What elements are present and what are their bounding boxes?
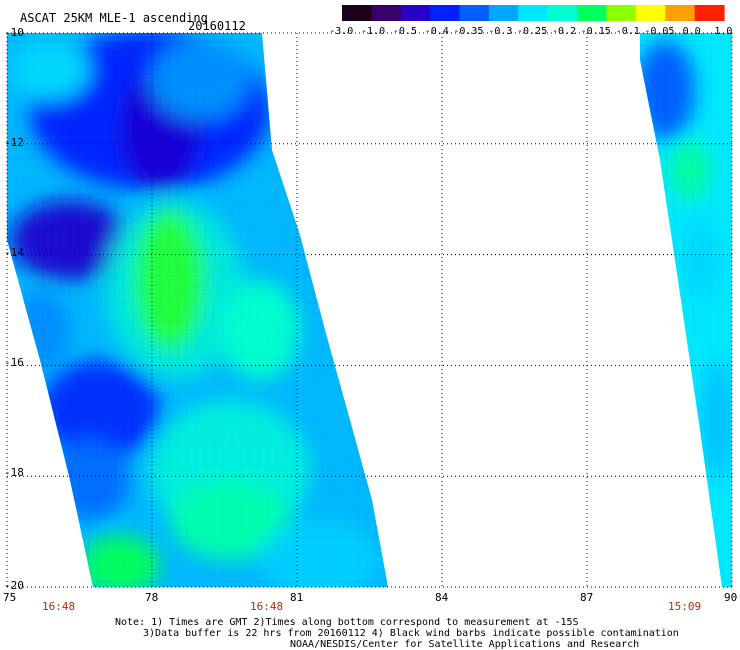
lat-label-20: -20 xyxy=(4,579,24,592)
lat-label-18: -18 xyxy=(4,466,24,479)
lon-label-81: 81 xyxy=(290,591,304,604)
colorbar-swatch xyxy=(606,5,637,21)
colorbar-swatch xyxy=(342,5,372,21)
colorbar-tick-label: -0.25 xyxy=(517,26,548,37)
lon-label-90: 90 xyxy=(724,591,738,604)
lon-label-78: 78 xyxy=(145,591,159,604)
lat-label-14: -14 xyxy=(4,246,24,259)
time-label-2: 16:48 xyxy=(250,600,284,613)
colorbar-tick-label: -0.15 xyxy=(580,26,611,37)
swath-right xyxy=(640,33,732,587)
time-label-1: 16:48 xyxy=(42,600,76,613)
note-line-3: NOAA/NESDIS/Center for Satellite Applica… xyxy=(290,639,640,650)
swath-left xyxy=(7,33,388,587)
lon-label-87: 87 xyxy=(580,591,594,604)
lat-label-16: -16 xyxy=(4,356,24,369)
time-label-3: 15:09 xyxy=(668,600,702,613)
colorbar-tick-label: 0.0 xyxy=(682,26,701,37)
colorbar-swatch xyxy=(547,5,578,21)
colorbar-tick-label: -0.1 xyxy=(615,26,640,37)
colorbar-swatch xyxy=(430,5,461,21)
colorbar-tick-label: -0.4 xyxy=(424,26,449,37)
colorbar-tick-label: -3.0 xyxy=(329,26,354,37)
colorbar-tick-label: -1.0 xyxy=(361,26,386,37)
note-line-1: Note: 1) Times are GMT 2)Times along bot… xyxy=(115,617,579,628)
map-date: 20160112 xyxy=(188,19,246,33)
colorbar-tick-label: -0.3 xyxy=(488,26,513,37)
colorbar-tick-label: -0.35 xyxy=(453,26,484,37)
colorbar-tick-label: -0.5 xyxy=(392,26,417,37)
colorbar-swatch xyxy=(459,5,490,21)
colorbar-swatch xyxy=(635,5,666,21)
colorbar xyxy=(342,5,725,21)
grid-lines xyxy=(6,32,733,588)
lat-label-10: -10 xyxy=(4,26,24,39)
colorbar-swatch xyxy=(665,5,696,21)
lon-label-75: 75 xyxy=(3,591,17,604)
colorbar-tick-label: -0.2 xyxy=(552,26,577,37)
lon-label-84: 84 xyxy=(435,591,449,604)
colorbar-tick-label: -0.05 xyxy=(644,26,675,37)
map-title: ASCAT 25KM MLE-1 ascending xyxy=(20,11,208,25)
colorbar-swatch xyxy=(694,5,725,21)
colorbar-swatch xyxy=(518,5,549,21)
colorbar-swatch xyxy=(577,5,608,21)
colorbar-swatch xyxy=(400,5,431,21)
note-line-2: 3)Data buffer is 22 hrs from 20160112 4)… xyxy=(143,628,679,639)
colorbar-swatch xyxy=(488,5,519,21)
lat-label-12: -12 xyxy=(4,136,24,149)
colorbar-swatch xyxy=(371,5,402,21)
colorbar-tick-label: 1.0 xyxy=(714,26,733,37)
